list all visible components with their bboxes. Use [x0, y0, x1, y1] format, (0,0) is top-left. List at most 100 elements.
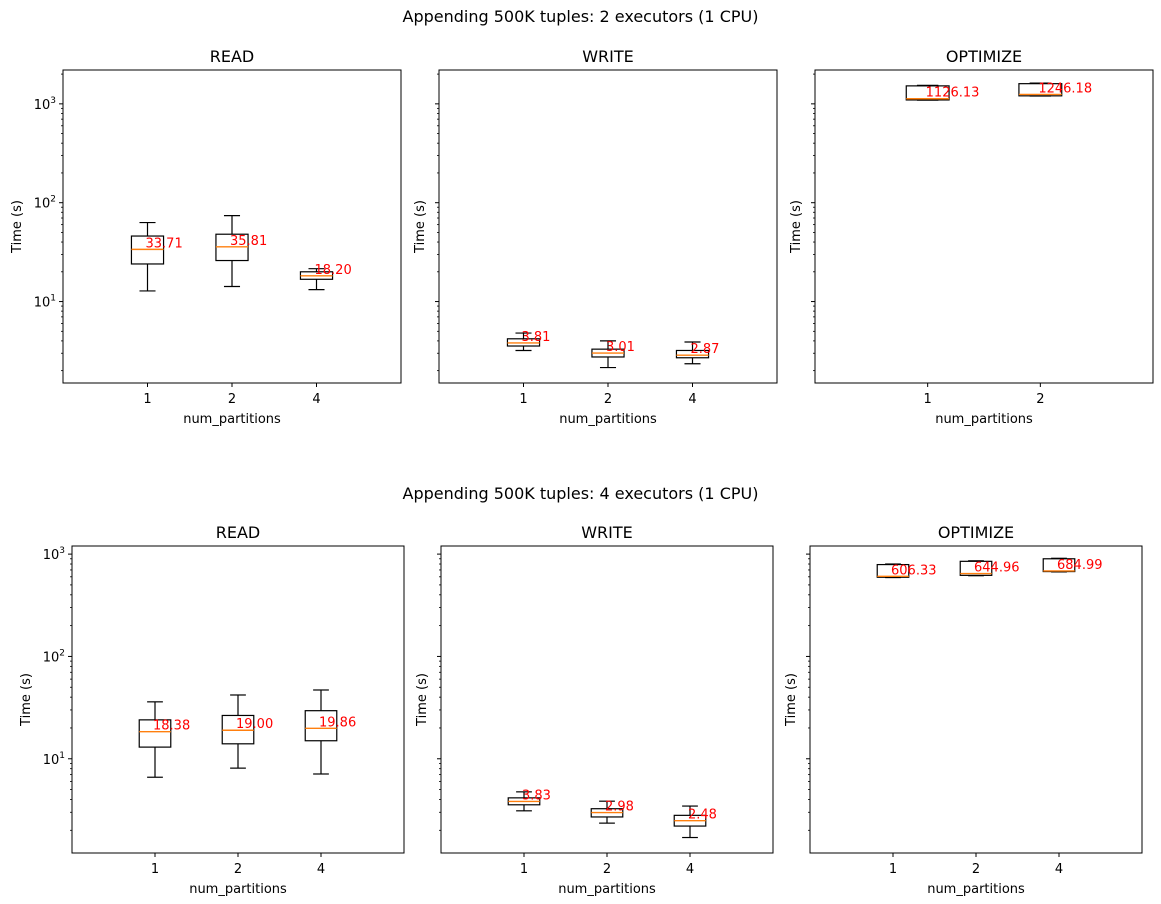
x-tick-label: 2: [1036, 392, 1044, 407]
median-annotation: 19.00: [236, 717, 273, 732]
y-tick-label: 103: [34, 96, 56, 113]
box-4: 18.20: [299, 263, 352, 291]
y-tick-label: 103: [43, 546, 65, 563]
iqr-box: [876, 563, 910, 578]
box-4: 684.99: [1042, 557, 1103, 573]
axes-frame: [71, 545, 405, 854]
box-1: 3.81: [506, 330, 550, 352]
iqr-box: [1018, 83, 1063, 97]
axes-frame: [438, 69, 778, 384]
y-tick-label-exponent: 2: [50, 195, 56, 205]
box-2: 2.98: [590, 800, 634, 824]
panel-title: READ: [210, 47, 255, 66]
median-annotation: 1246.18: [1038, 81, 1092, 96]
median-annotation: 2.48: [688, 808, 717, 823]
median-annotation: 644.96: [974, 561, 1020, 576]
panel-2-optimize: 606.33 1 644.96 2 684.99 4 OPTIMIZE num_partiti…: [784, 523, 1143, 897]
median-annotation: 18.20: [315, 263, 352, 278]
panel-1-read: 10110210333.71135.81218.204READnum_parti…: [10, 47, 402, 427]
median-annotation: 684.99: [1057, 558, 1103, 573]
axes-frame: [62, 69, 402, 384]
y-tick-label-exponent: 2: [59, 648, 65, 658]
x-axis-label: num_partitions: [559, 412, 657, 427]
x-tick-label: 2: [604, 392, 612, 407]
x-tick-label: 1: [519, 392, 527, 407]
y-tick-label-base: 10: [34, 296, 51, 311]
x-axis-label: num_partitions: [935, 412, 1033, 427]
panel-title: READ: [216, 523, 261, 542]
iqr-box: [138, 719, 172, 748]
median-annotation: 606.33: [891, 563, 937, 578]
x-axis-label: num_partitions: [927, 882, 1025, 897]
panel-2-write: 3.83 1 2.98 2 2.48 4 WRITE num_partitions Time (…: [415, 523, 774, 897]
panel-title: OPTIMIZE: [946, 47, 1022, 66]
iqr-box: [959, 560, 993, 576]
axes-frame: [440, 545, 774, 854]
panel-1-optimize: 1126.13 1 1246.18 2 OPTIMIZE num_partitions Ti…: [789, 47, 1154, 427]
box-4: 19.86: [304, 689, 356, 775]
x-tick-label: 1: [151, 862, 159, 877]
box-4: 2.87: [675, 341, 720, 365]
y-tick-label-exponent: 3: [59, 546, 65, 556]
y-tick-label: 101: [34, 294, 56, 311]
x-tick-label: 4: [1055, 862, 1063, 877]
y-axis-label: Time (s): [415, 673, 430, 727]
x-tick-label: 2: [234, 862, 242, 877]
x-axis-label: num_partitions: [558, 882, 656, 897]
y-tick-label-exponent: 1: [50, 294, 56, 304]
y-tick-label-base: 10: [43, 753, 60, 768]
box-1: 606.33: [876, 563, 937, 578]
y-tick-label: 102: [34, 195, 56, 212]
x-tick-label: 1: [889, 862, 897, 877]
box-2: 35.81: [215, 215, 267, 288]
x-axis-label: num_partitions: [183, 412, 281, 427]
y-axis-label: Time (s): [413, 200, 428, 254]
median-annotation: 1126.13: [926, 86, 980, 101]
median-annotation: 3.01: [606, 340, 635, 355]
y-tick-label-base: 10: [43, 650, 60, 665]
median-annotation: 2.98: [605, 800, 634, 815]
box-1: 1126.13: [905, 84, 980, 101]
axes-frame: [809, 545, 1143, 854]
median-annotation: 3.83: [522, 788, 551, 803]
median-annotation: 35.81: [230, 234, 267, 249]
x-tick-label: 1: [143, 392, 151, 407]
median-annotation: 2.87: [691, 342, 720, 357]
y-tick-label-base: 10: [43, 548, 60, 563]
x-tick-label: 1: [924, 392, 932, 407]
box-1: 3.83: [507, 788, 551, 812]
y-axis-label: Time (s): [789, 200, 804, 254]
panel-2-read: 10110210318.38119.00219.864READnum_parti…: [19, 523, 405, 897]
y-tick-label-base: 10: [34, 197, 51, 212]
panel-title: WRITE: [582, 47, 634, 66]
box-1: 33.71: [130, 221, 183, 292]
x-tick-label: 4: [312, 392, 320, 407]
median-annotation: 19.86: [319, 715, 356, 730]
x-tick-label: 2: [972, 862, 980, 877]
figure-1-suptitle: Appending 500K tuples: 2 executors (1 CP…: [402, 7, 759, 26]
box-4: 2.48: [673, 805, 717, 839]
x-tick-label: 1: [520, 862, 528, 877]
median-annotation: 33.71: [146, 236, 183, 251]
box-2: 3.01: [591, 340, 635, 369]
figure-2-suptitle: Appending 500K tuples: 4 executors (1 CP…: [402, 484, 759, 503]
panel-1-write: 3.81 1 3.01 2 2.87 4 WRITE num_partitions Time (…: [413, 47, 778, 427]
y-tick-label-exponent: 3: [50, 96, 56, 106]
y-tick-label-exponent: 1: [59, 751, 65, 761]
y-axis-label: Time (s): [19, 673, 34, 727]
box-2: 19.00: [221, 694, 273, 769]
panel-title: OPTIMIZE: [938, 523, 1014, 542]
y-tick-label-base: 10: [34, 98, 51, 113]
median-annotation: 18.38: [153, 719, 190, 734]
x-tick-label: 2: [603, 862, 611, 877]
box-1: 18.38: [138, 701, 190, 778]
iqr-box: [304, 710, 338, 742]
y-axis-label: Time (s): [10, 200, 25, 254]
x-tick-label: 2: [228, 392, 236, 407]
axes-frame: [814, 69, 1154, 384]
iqr-box: [675, 349, 710, 359]
box-2: 1246.18: [1018, 81, 1092, 97]
panel-title: WRITE: [581, 523, 633, 542]
